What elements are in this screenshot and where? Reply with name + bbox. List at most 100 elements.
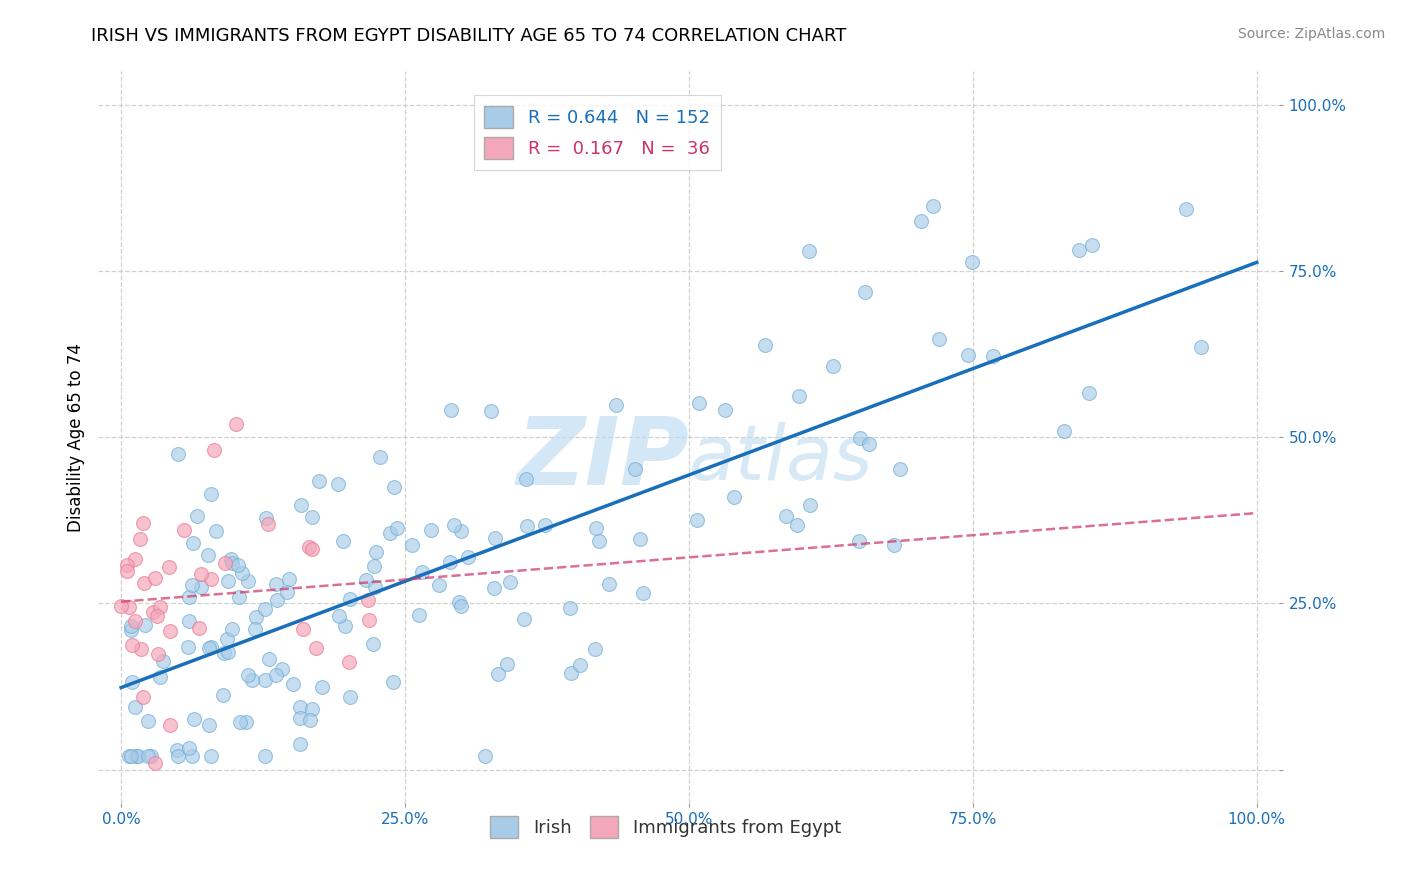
Point (401, 538, 423, 552)
Point (132, 516, 155, 530)
Point (197, 718, 219, 732)
Point (159, 717, 181, 731)
Point (214, 557, 236, 571)
Point (450, 599, 472, 614)
Point (179, 591, 201, 605)
Point (238, 574, 260, 588)
Text: ZIP: ZIP (516, 413, 689, 505)
Point (177, 640, 200, 654)
Text: Source: ZipAtlas.com: Source: ZipAtlas.com (1237, 27, 1385, 41)
Point (146, 609, 169, 624)
Point (479, 404, 502, 418)
Point (889, 462, 911, 476)
Point (219, 551, 242, 566)
Point (202, 443, 225, 458)
Point (200, 640, 222, 654)
Point (217, 632, 239, 646)
Point (799, 499, 821, 513)
Point (598, 577, 620, 591)
Point (427, 578, 450, 592)
Point (821, 359, 844, 374)
Point (149, 600, 172, 615)
Point (588, 534, 610, 549)
Point (339, 690, 361, 704)
Point (515, 472, 537, 486)
Point (124, 551, 146, 566)
Point (298, 540, 321, 554)
Point (359, 613, 381, 627)
Point (301, 702, 323, 716)
Point (516, 519, 538, 533)
Point (583, 641, 606, 656)
Point (686, 513, 709, 527)
Point (474, 749, 496, 764)
Point (1053, 425, 1076, 439)
Point (121, 638, 143, 652)
Point (333, 619, 356, 633)
Point (277, 572, 299, 586)
Point (134, 576, 156, 591)
Point (254, 511, 277, 525)
Point (121, 674, 143, 689)
Point (125, 749, 148, 764)
Point (186, 508, 208, 523)
Point (229, 714, 252, 729)
Point (183, 535, 205, 549)
Point (858, 436, 880, 450)
Point (200, 572, 222, 586)
Point (157, 559, 180, 574)
Point (240, 673, 263, 687)
Point (910, 214, 932, 228)
Point (484, 581, 506, 595)
Point (177, 741, 200, 756)
Point (439, 403, 461, 417)
Point (145, 756, 167, 770)
Point (754, 338, 776, 352)
Point (385, 521, 408, 535)
Point (337, 655, 360, 669)
Point (928, 332, 950, 346)
Point (200, 486, 222, 500)
Point (221, 622, 243, 636)
Point (180, 578, 202, 592)
Point (177, 614, 200, 628)
Point (363, 580, 385, 594)
Point (238, 668, 260, 682)
Point (797, 244, 820, 259)
Point (136, 749, 159, 764)
Point (290, 700, 312, 714)
Point (533, 517, 555, 532)
Point (311, 680, 333, 694)
Point (200, 749, 222, 764)
Point (159, 624, 181, 639)
Point (264, 577, 287, 591)
Point (786, 517, 808, 532)
Point (142, 605, 165, 619)
Point (714, 402, 737, 417)
Point (129, 642, 152, 657)
Point (569, 657, 592, 672)
Point (883, 538, 905, 552)
Point (212, 688, 235, 702)
Point (167, 447, 190, 461)
Point (326, 476, 349, 491)
Point (301, 541, 323, 556)
Point (115, 564, 138, 578)
Point (290, 499, 312, 513)
Point (217, 645, 239, 659)
Point (496, 657, 519, 671)
Point (368, 450, 391, 465)
Point (149, 669, 172, 683)
Point (225, 417, 247, 431)
Text: IRISH VS IMMIGRANTS FROM EGYPT DISABILITY AGE 65 TO 74 CORRELATION CHART: IRISH VS IMMIGRANTS FROM EGYPT DISABILIT… (91, 27, 846, 45)
Point (188, 621, 211, 635)
Point (1080, 238, 1102, 252)
Point (264, 668, 287, 682)
Point (253, 749, 276, 764)
Point (146, 647, 169, 661)
Point (357, 593, 380, 607)
Point (922, 199, 945, 213)
Point (120, 623, 142, 637)
Point (228, 590, 250, 604)
Point (411, 565, 433, 579)
